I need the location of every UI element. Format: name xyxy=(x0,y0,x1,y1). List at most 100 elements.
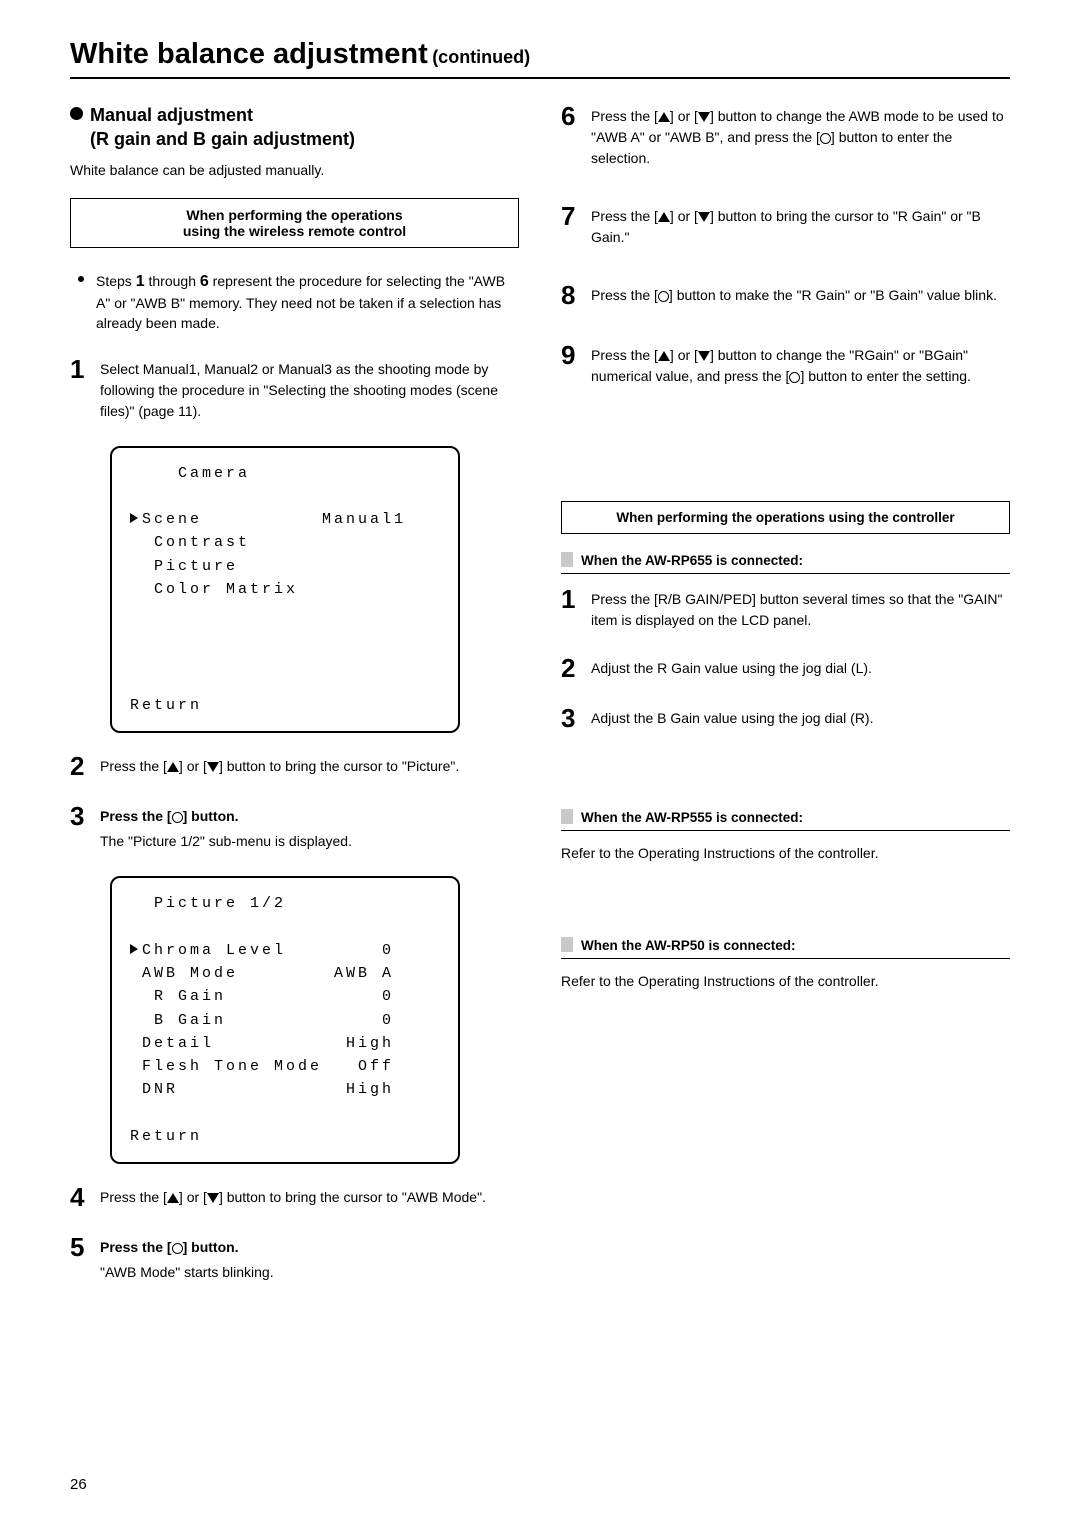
screen1-picture: Picture xyxy=(130,558,238,575)
screen1-colormatrix: Color Matrix xyxy=(130,581,298,598)
dot-n1: 1 xyxy=(136,273,145,290)
section-heading: Manual adjustment (R gain and B gain adj… xyxy=(70,103,519,152)
s2-chroma-label: Chroma Level xyxy=(142,942,286,959)
screen2-title: Picture 1/2 xyxy=(130,895,310,912)
circle-icon xyxy=(172,1243,183,1254)
step-3-sub: The "Picture 1/2" sub-menu is displayed. xyxy=(100,831,519,852)
s2-bgain-label: B Gain xyxy=(130,1012,226,1029)
c-step-1: 1 Press the [R/B GAIN/PED] button severa… xyxy=(561,586,1010,631)
step-4-text: Press the [] or [] button to bring the c… xyxy=(100,1184,519,1208)
cursor-arrow-icon xyxy=(130,511,142,528)
s2-dnr-label: DNR xyxy=(130,1081,178,1098)
step-number: 3 xyxy=(561,705,591,731)
c-step-3-text: Adjust the B Gain value using the jog di… xyxy=(591,705,1010,729)
s2-rgain-label: R Gain xyxy=(130,988,226,1005)
s2-flesh-value: Off xyxy=(358,1058,394,1075)
step-6: 6 Press the [] or [] button to change th… xyxy=(561,103,1010,169)
c-step-3: 3 Adjust the B Gain value using the jog … xyxy=(561,705,1010,731)
sub-heading-rp555: When the AW-RP555 is connected: xyxy=(561,805,1010,831)
up-triangle-icon xyxy=(658,212,670,222)
screen1-title: Camera xyxy=(130,465,298,482)
title-rule xyxy=(70,77,1010,79)
controller-box: When performing the operations using the… xyxy=(561,501,1010,534)
step-4: 4 Press the [] or [] button to bring the… xyxy=(70,1184,519,1210)
spacer xyxy=(561,421,1010,501)
two-column-layout: Manual adjustment (R gain and B gain adj… xyxy=(70,103,1010,1307)
step-number: 8 xyxy=(561,282,591,308)
intro-text: White balance can be adjusted manually. xyxy=(70,160,519,180)
step-number: 9 xyxy=(561,342,591,368)
screen1-scene-value: Manual1 xyxy=(322,511,406,528)
s2-chroma-value: 0 xyxy=(382,942,394,959)
section-title-line1: Manual adjustment xyxy=(90,105,253,125)
step-1: 1 Select Manual1, Manual2 or Manual3 as … xyxy=(70,356,519,422)
step-3: 3 Press the [] button. The "Picture 1/2"… xyxy=(70,803,519,852)
page-title: White balance adjustment xyxy=(70,38,428,70)
spacer xyxy=(561,893,1010,913)
dot-pre: Steps xyxy=(96,273,136,289)
step-2-text: Press the [] or [] button to bring the c… xyxy=(100,753,519,777)
s2-awb-value: AWB A xyxy=(334,965,394,982)
step-number: 2 xyxy=(70,753,100,779)
step-5-sub: "AWB Mode" starts blinking. xyxy=(100,1262,519,1283)
step-8: 8 Press the [] button to make the "R Gai… xyxy=(561,282,1010,308)
step-number: 1 xyxy=(561,586,591,612)
ref-rp555: Refer to the Operating Instructions of t… xyxy=(561,843,1010,863)
step-number: 6 xyxy=(561,103,591,129)
step-5: 5 Press the [] button. "AWB Mode" starts… xyxy=(70,1234,519,1283)
step-9: 9 Press the [] or [] button to change th… xyxy=(561,342,1010,387)
step-number: 1 xyxy=(70,356,100,382)
step-number: 5 xyxy=(70,1234,100,1260)
step-6-text: Press the [] or [] button to change the … xyxy=(591,103,1010,169)
step-number: 3 xyxy=(70,803,100,829)
step-5-text: Press the [] button. "AWB Mode" starts b… xyxy=(100,1234,519,1283)
c-step-2: 2 Adjust the R Gain value using the jog … xyxy=(561,655,1010,681)
remote-control-box: When performing the operations using the… xyxy=(70,198,519,248)
down-triangle-icon xyxy=(698,112,710,122)
circle-icon xyxy=(820,133,831,144)
spacer xyxy=(561,755,1010,785)
s2-dnr-value: High xyxy=(346,1081,394,1098)
c-step-2-text: Adjust the R Gain value using the jog di… xyxy=(591,655,1010,679)
step-7: 7 Press the [] or [] button to bring the… xyxy=(561,203,1010,248)
sub-heading-rp655: When the AW-RP655 is connected: xyxy=(561,548,1010,574)
down-triangle-icon xyxy=(207,762,219,772)
intro-dot-paragraph: Steps 1 through 6 represent the procedur… xyxy=(70,270,519,334)
screen1-scene-label: Scene xyxy=(142,511,202,528)
sub-heading-rp50: When the AW-RP50 is connected: xyxy=(561,933,1010,959)
box-line2: using the wireless remote control xyxy=(183,223,406,239)
page-title-row: White balance adjustment (continued) xyxy=(70,38,1010,71)
ref-rp50: Refer to the Operating Instructions of t… xyxy=(561,971,1010,991)
step-7-text: Press the [] or [] button to bring the c… xyxy=(591,203,1010,248)
right-column: 6 Press the [] or [] button to change th… xyxy=(561,103,1010,1307)
circle-icon xyxy=(658,291,669,302)
circle-icon xyxy=(172,812,183,823)
step-3-text: Press the [] button. The "Picture 1/2" s… xyxy=(100,803,519,852)
up-triangle-icon xyxy=(658,112,670,122)
circle-icon xyxy=(789,372,800,383)
up-triangle-icon xyxy=(167,1193,179,1203)
section-title-line2: (R gain and B gain adjustment) xyxy=(90,129,355,149)
s2-detail-value: High xyxy=(346,1035,394,1052)
step-number: 4 xyxy=(70,1184,100,1210)
cursor-arrow-icon xyxy=(130,942,142,959)
up-triangle-icon xyxy=(658,351,670,361)
s2-rgain-value: 0 xyxy=(382,988,394,1005)
screen1-return: Return xyxy=(130,697,202,714)
up-triangle-icon xyxy=(167,762,179,772)
screen1-contrast: Contrast xyxy=(130,534,250,551)
spacer xyxy=(561,863,1010,893)
box-line1: When performing the operations xyxy=(186,207,402,223)
step-number: 7 xyxy=(561,203,591,229)
s2-detail-label: Detail xyxy=(130,1035,214,1052)
step-2: 2 Press the [] or [] button to bring the… xyxy=(70,753,519,779)
step-1-text: Select Manual1, Manual2 or Manual3 as th… xyxy=(100,356,519,422)
step-number: 2 xyxy=(561,655,591,681)
dot-n2: 6 xyxy=(200,273,209,290)
down-triangle-icon xyxy=(698,351,710,361)
s2-bgain-value: 0 xyxy=(382,1012,394,1029)
down-triangle-icon xyxy=(698,212,710,222)
step-8-text: Press the [] button to make the "R Gain"… xyxy=(591,282,1010,306)
left-column: Manual adjustment (R gain and B gain adj… xyxy=(70,103,519,1307)
bullet-circle-icon xyxy=(70,107,83,120)
